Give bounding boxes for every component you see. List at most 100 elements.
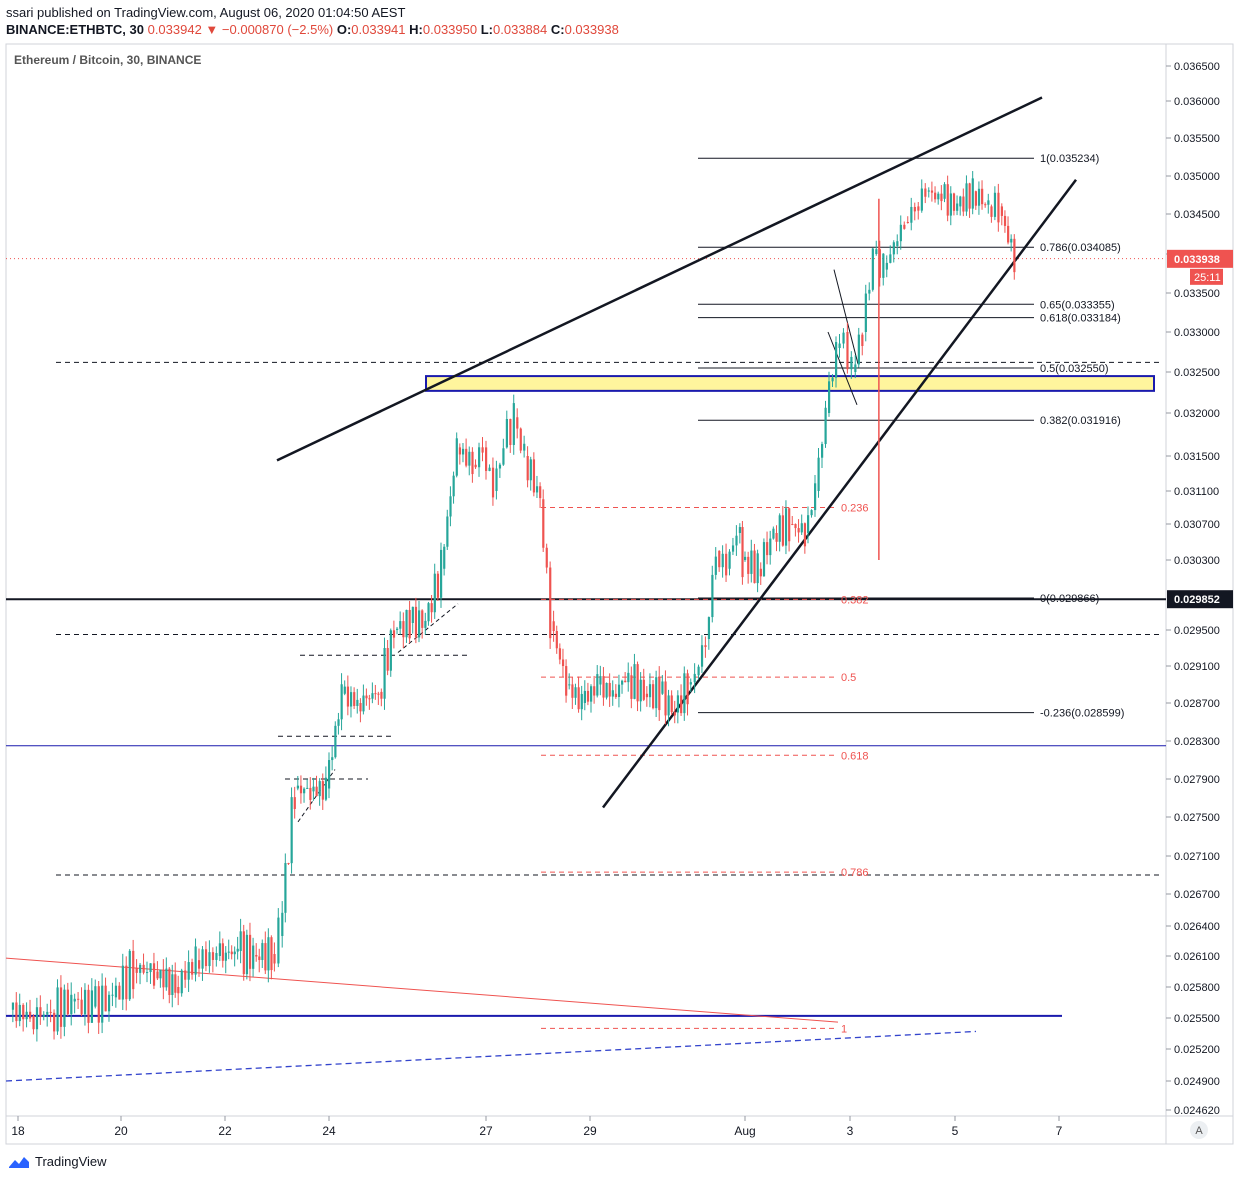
y-tick-label: 0.027500 bbox=[1174, 812, 1220, 824]
candle-body bbox=[568, 684, 571, 686]
candle-body bbox=[11, 1002, 15, 1010]
candle-body bbox=[676, 695, 680, 713]
annotation-layer: 1(0.035234) 0.786(0.034085) 0.65(0.033355)… bbox=[5, 96, 1166, 1082]
fib-level-label: 0.382(0.031916) bbox=[1040, 415, 1121, 427]
candle-body bbox=[906, 222, 909, 223]
candle-body bbox=[738, 527, 742, 533]
candle-body bbox=[807, 515, 810, 533]
candle-body bbox=[824, 407, 827, 445]
candle-body bbox=[299, 785, 303, 794]
candle-body bbox=[374, 693, 377, 695]
auto-scale-button[interactable] bbox=[1190, 1121, 1208, 1139]
candle-body bbox=[602, 676, 605, 698]
candle-body bbox=[312, 786, 315, 792]
candle-body bbox=[66, 989, 69, 1015]
candle-body bbox=[402, 621, 405, 638]
candle-body bbox=[449, 496, 452, 517]
candle-body bbox=[174, 974, 177, 993]
local-trend-dash bbox=[397, 603, 459, 653]
candle-body bbox=[261, 943, 264, 961]
candle-body bbox=[321, 781, 324, 800]
candle-body bbox=[683, 673, 686, 714]
candle-body bbox=[661, 681, 664, 694]
brand-name: TradingView bbox=[35, 1154, 107, 1169]
candle-body bbox=[974, 191, 977, 206]
fib-level-label: 0(0.029866) bbox=[1040, 593, 1099, 605]
candle-body bbox=[128, 950, 131, 1000]
candle-body bbox=[474, 464, 477, 468]
candle-body bbox=[80, 999, 83, 1015]
candle-body bbox=[509, 418, 512, 445]
candle-body bbox=[561, 659, 565, 667]
candle-body bbox=[215, 953, 218, 960]
rising-dashed-trendline bbox=[5, 1030, 977, 1082]
candle-body bbox=[25, 1011, 28, 1020]
candle-body bbox=[281, 912, 284, 936]
candle-body bbox=[452, 475, 455, 497]
candle-body bbox=[721, 553, 724, 568]
candle-body bbox=[77, 998, 80, 1000]
y-tick-label: 0.028700 bbox=[1174, 698, 1220, 710]
candle-body bbox=[750, 550, 753, 574]
candle-body bbox=[707, 617, 711, 639]
candle-body bbox=[94, 986, 97, 1007]
candle-body bbox=[753, 550, 756, 584]
y-tick-label: 0.029500 bbox=[1174, 625, 1220, 637]
candle-body bbox=[481, 447, 484, 453]
tradingview-logo-icon bbox=[9, 1156, 29, 1168]
candle-body bbox=[218, 943, 221, 956]
candle-body bbox=[965, 183, 968, 212]
candle-body bbox=[107, 994, 111, 1012]
candle-body bbox=[680, 695, 683, 714]
candle-body bbox=[731, 545, 735, 552]
candle-body bbox=[18, 1004, 21, 1022]
y-tick-label: 0.033000 bbox=[1174, 327, 1220, 339]
high-value: 0.033950 bbox=[422, 22, 478, 37]
candle-body bbox=[165, 968, 168, 988]
candle-body bbox=[114, 985, 118, 998]
candle-body bbox=[667, 695, 670, 716]
candle-body bbox=[781, 515, 784, 546]
candle-body bbox=[1007, 225, 1010, 243]
candle-body bbox=[952, 193, 956, 211]
candle-body bbox=[396, 628, 399, 630]
candle-body bbox=[590, 686, 593, 702]
candle-body bbox=[854, 364, 857, 372]
candle-body bbox=[633, 664, 636, 699]
x-tick-label: 22 bbox=[218, 1124, 232, 1138]
candle-body bbox=[558, 648, 562, 660]
candle-body bbox=[139, 964, 142, 973]
candle-body bbox=[142, 964, 145, 973]
candle-body bbox=[343, 686, 346, 694]
y-tick-label: 0.025200 bbox=[1174, 1044, 1220, 1056]
candle-body bbox=[627, 672, 630, 683]
candle-body bbox=[571, 684, 574, 698]
candle-body bbox=[697, 666, 700, 676]
x-tick-label: 20 bbox=[114, 1124, 128, 1138]
candle-body bbox=[49, 1011, 52, 1013]
candle-body bbox=[201, 949, 204, 969]
y-tick-label: 0.033500 bbox=[1174, 288, 1220, 300]
candle-body bbox=[689, 682, 692, 685]
candle-body bbox=[943, 184, 946, 199]
candle-body bbox=[645, 693, 649, 698]
candle-body bbox=[718, 551, 721, 568]
y-tick-label: 0.026100 bbox=[1174, 951, 1220, 963]
y-tick-label: 0.029100 bbox=[1174, 661, 1220, 673]
candle-body bbox=[896, 241, 899, 246]
candle-body bbox=[233, 951, 236, 955]
candle-body bbox=[981, 188, 984, 205]
candle-body bbox=[337, 719, 340, 726]
symbol-info: BINANCE:ETHBTC, 30 0.033942 ▼ −0.000870 … bbox=[6, 22, 619, 37]
candle-body bbox=[87, 989, 90, 1023]
candle-body bbox=[433, 573, 436, 613]
candle-body bbox=[532, 459, 536, 493]
candle-body bbox=[118, 985, 121, 1000]
high-label: H: bbox=[409, 22, 423, 37]
candle-body bbox=[778, 515, 781, 542]
auto-scale-label[interactable]: A bbox=[1195, 1125, 1203, 1137]
candle-body bbox=[993, 192, 997, 217]
candle-body bbox=[803, 523, 807, 547]
candle-body bbox=[639, 679, 642, 702]
